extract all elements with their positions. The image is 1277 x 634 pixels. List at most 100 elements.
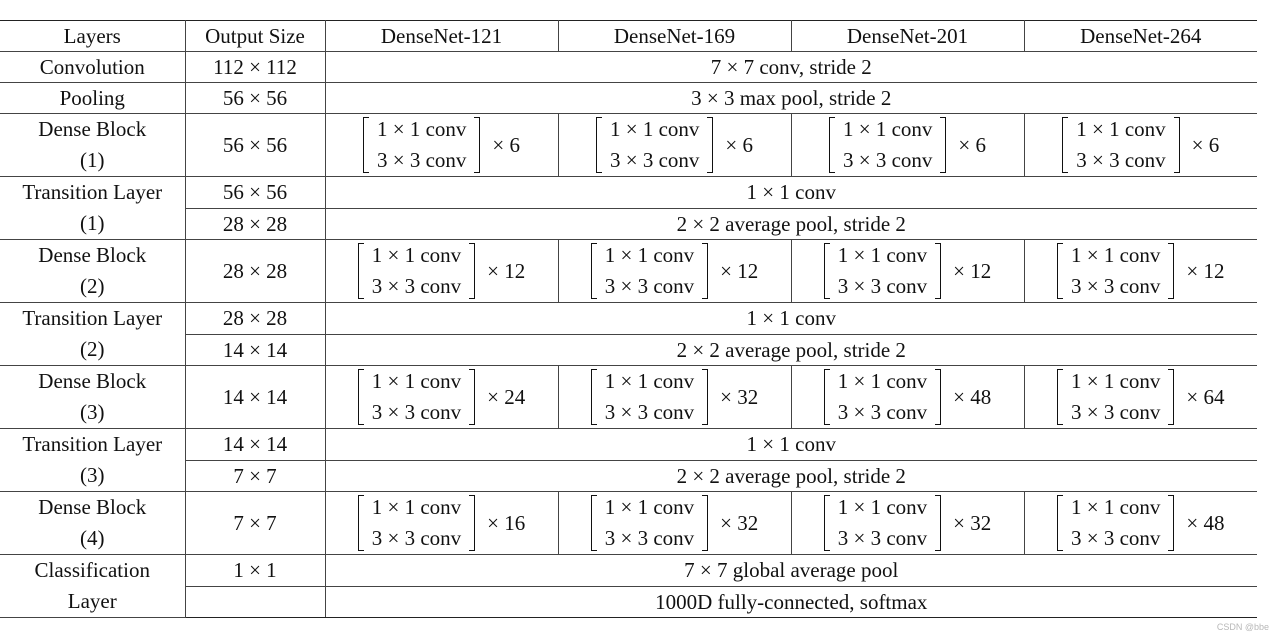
left-bracket: [823, 243, 830, 299]
matrix-line1: 1 × 1 conv: [1070, 495, 1161, 519]
conv-matrix: 1 × 1 conv 3 × 3 conv: [357, 366, 476, 428]
layer-name-line2: (3): [80, 400, 105, 424]
row-dense-block-4: Dense Block (4) 7 × 7 1 × 1 conv 3 × 3 con…: [0, 491, 1257, 555]
matrix-line2: 3 × 3 conv: [1070, 526, 1161, 550]
left-bracket: [590, 495, 597, 551]
matrix-line2: 3 × 3 conv: [842, 148, 933, 172]
matrix-line2: 3 × 3 conv: [1070, 274, 1161, 298]
repeat-count: × 24: [487, 385, 526, 409]
layer-name-line1: Transition Layer: [22, 180, 163, 204]
matrix-line1: 1 × 1 conv: [371, 243, 462, 267]
repeat-count: × 48: [1186, 511, 1225, 535]
matrix-line2: 3 × 3 conv: [604, 274, 695, 298]
output-size: 28 × 28: [184, 239, 326, 303]
row-convolution: Convolution 112 × 112 7 × 7 conv, stride…: [0, 51, 1257, 83]
left-bracket: [823, 495, 830, 551]
block-cell-densenet-121: 1 × 1 conv 3 × 3 conv × 12: [324, 239, 559, 303]
right-bracket: [1168, 495, 1175, 551]
matrix-line2: 3 × 3 conv: [837, 274, 928, 298]
shared-op: 2 × 2 average pool, stride 2: [324, 207, 1257, 240]
right-bracket: [935, 243, 942, 299]
output-size: 7 × 7: [184, 459, 326, 492]
repeat-count: × 6: [725, 133, 753, 157]
right-bracket: [940, 117, 947, 173]
repeat-count: × 6: [492, 133, 520, 157]
layer-name: Classification Layer: [0, 554, 186, 618]
repeat-count: × 12: [1186, 259, 1225, 283]
layer-name-line2: Layer: [67, 589, 117, 613]
matrix-line1: 1 × 1 conv: [1070, 243, 1161, 267]
conv-matrix: 1 × 1 conv 3 × 3 conv: [823, 366, 942, 428]
right-bracket: [935, 369, 942, 425]
repeat-count: × 12: [953, 259, 992, 283]
matrix-line1: 1 × 1 conv: [837, 369, 928, 393]
layer-name-line2: (4): [80, 526, 105, 550]
matrix-line2: 3 × 3 conv: [371, 526, 462, 550]
shared-op: 1 × 1 conv: [324, 176, 1257, 209]
layer-name-line2: (1): [80, 211, 105, 235]
matrix-line1: 1 × 1 conv: [837, 495, 928, 519]
repeat-count: × 12: [487, 259, 526, 283]
matrix-line2: 3 × 3 conv: [604, 400, 695, 424]
matrix-line1: 1 × 1 conv: [604, 369, 695, 393]
block-cell-densenet-169: 1 × 1 conv 3 × 3 conv × 32: [557, 365, 792, 429]
output-size: 56 × 56: [184, 82, 326, 114]
block-cell-densenet-121: 1 × 1 conv 3 × 3 conv × 16: [324, 491, 559, 555]
row-dense-block-2: Dense Block (2) 28 × 28 1 × 1 conv 3 × 3 c…: [0, 239, 1257, 303]
left-bracket: [357, 369, 364, 425]
left-bracket: [1056, 369, 1063, 425]
layer-name-line1: Transition Layer: [22, 432, 163, 456]
output-size: 7 × 7: [184, 491, 326, 555]
repeat-count: × 48: [953, 385, 992, 409]
conv-matrix: 1 × 1 conv 3 × 3 conv: [1056, 366, 1175, 428]
output-size: [184, 585, 326, 618]
right-bracket: [469, 495, 476, 551]
right-bracket: [702, 369, 709, 425]
left-bracket: [357, 495, 364, 551]
conv-matrix: 1 × 1 conv 3 × 3 conv: [823, 240, 942, 302]
shared-op: 1 × 1 conv: [324, 428, 1257, 461]
header-densenet-169: DenseNet-169: [557, 20, 792, 52]
conv-matrix: 1 × 1 conv 3 × 3 conv: [828, 114, 947, 176]
layer-name: Transition Layer (3): [0, 428, 186, 492]
watermark: CSDN @bbe: [1216, 622, 1269, 632]
layer-name: Dense Block (1): [0, 113, 186, 177]
shared-op: 7 × 7 global average pool: [324, 554, 1257, 587]
right-bracket: [702, 243, 709, 299]
header-densenet-121: DenseNet-121: [324, 20, 559, 52]
block-cell-densenet-201: 1 × 1 conv 3 × 3 conv × 32: [790, 491, 1025, 555]
output-size: 14 × 14: [184, 365, 326, 429]
row-pooling: Pooling 56 × 56 3 × 3 max pool, stride 2: [0, 82, 1257, 114]
output-size: 112 × 112: [184, 51, 326, 83]
block-cell-densenet-201: 1 × 1 conv 3 × 3 conv × 12: [790, 239, 1025, 303]
matrix-line2: 3 × 3 conv: [837, 400, 928, 424]
layer-name: Convolution: [0, 51, 186, 83]
left-bracket: [1056, 495, 1063, 551]
left-bracket: [1062, 117, 1069, 173]
left-bracket: [1056, 243, 1063, 299]
conv-matrix: 1 × 1 conv 3 × 3 conv: [823, 492, 942, 554]
conv-matrix: 1 × 1 conv 3 × 3 conv: [362, 114, 481, 176]
matrix-line1: 1 × 1 conv: [1076, 117, 1166, 141]
layer-name-line2: (1): [80, 148, 105, 172]
row-transition-2b: 14 × 14 2 × 2 average pool, stride 2: [0, 333, 1257, 366]
right-bracket: [469, 243, 476, 299]
repeat-count: × 16: [487, 511, 526, 535]
repeat-count: × 64: [1186, 385, 1225, 409]
layer-name-line1: Dense Block: [38, 495, 147, 519]
shared-op: 3 × 3 max pool, stride 2: [324, 82, 1257, 114]
left-bracket: [357, 243, 364, 299]
repeat-count: × 32: [720, 385, 759, 409]
header-layers: Layers: [0, 20, 186, 52]
repeat-count: × 32: [720, 511, 759, 535]
row-dense-block-3: Dense Block (3) 14 × 14 1 × 1 conv 3 × 3 c…: [0, 365, 1257, 429]
layer-name: Dense Block (2): [0, 239, 186, 303]
right-bracket: [469, 369, 476, 425]
output-size: 14 × 14: [184, 333, 326, 366]
repeat-count: × 32: [953, 511, 992, 535]
layer-name-line2: (2): [80, 337, 105, 361]
block-cell-densenet-264: 1 × 1 conv 3 × 3 conv × 12: [1023, 239, 1257, 303]
matrix-line1: 1 × 1 conv: [609, 117, 700, 141]
conv-matrix: 1 × 1 conv 3 × 3 conv: [1056, 492, 1175, 554]
output-size: 1 × 1: [184, 554, 326, 587]
